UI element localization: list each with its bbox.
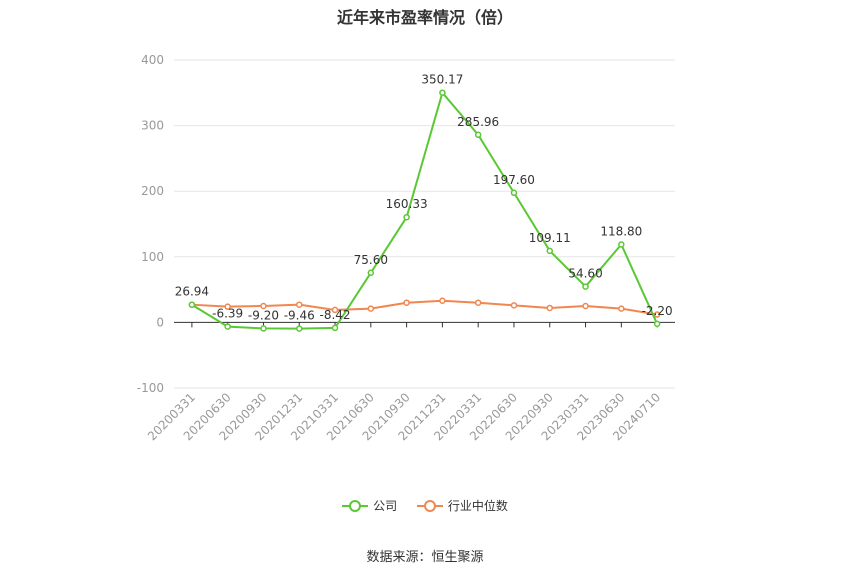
legend-label-industry: 行业中位数 (447, 499, 508, 513)
y-tick-label: -100 (137, 381, 164, 395)
y-tick-label: 200 (141, 184, 164, 198)
legend-item-industry-median[interactable]: 行业中位数 (416, 497, 508, 514)
data-label: 285.96 (457, 115, 499, 129)
line-chart: 4003002001000-10020200331202006302020093… (137, 53, 675, 443)
source-note: 数据来源：恒生聚源 (366, 550, 484, 565)
y-tick-label: 0 (156, 315, 164, 329)
industry-data-point (331, 306, 339, 314)
legend-marker-industry (416, 499, 443, 512)
y-tick-label: 100 (141, 250, 164, 264)
industry-data-point (546, 304, 553, 312)
data-label: 75.60 (354, 253, 388, 267)
company-data-point (224, 323, 231, 330)
industry-series-line (191, 299, 658, 316)
data-label: 109.11 (529, 231, 571, 245)
y-tick-label: 300 (141, 119, 164, 133)
industry-data-point (403, 299, 410, 306)
data-label: -9.46 (284, 309, 315, 323)
company-data-point (618, 241, 625, 248)
company-data-point (260, 325, 267, 332)
legend-label-company: 公司 (373, 499, 398, 513)
data-label: 197.60 (493, 173, 535, 187)
chart-title: 近年来市盈率情况（倍） (336, 8, 513, 27)
data-label: 160.33 (386, 197, 428, 211)
data-label: -2.20 (642, 304, 673, 318)
legend: 公司 行业中位数 (0, 497, 850, 516)
company-data-point (331, 324, 339, 332)
company-data-point (296, 325, 303, 332)
data-label: 26.94 (175, 285, 209, 299)
company-data-point (403, 213, 410, 221)
company-data-point (582, 283, 589, 290)
data-label: 350.17 (421, 73, 463, 87)
data-label: 118.80 (600, 224, 642, 238)
industry-data-point (618, 305, 625, 312)
data-label: 54.60 (568, 267, 602, 281)
company-data-point (367, 269, 375, 277)
company-data-point (546, 247, 553, 255)
company-data-point (653, 320, 661, 328)
company-data-point (188, 301, 196, 308)
industry-data-point (367, 305, 375, 312)
legend-item-company[interactable]: 公司 (342, 497, 397, 514)
industry-data-point (439, 297, 446, 305)
industry-data-point (653, 311, 661, 318)
industry-data-point (224, 303, 231, 310)
company-series-line (191, 90, 659, 330)
company-data-point (474, 131, 482, 139)
data-label: -9.20 (248, 308, 279, 322)
industry-data-point (474, 299, 482, 306)
industry-data-point (296, 301, 303, 308)
data-label: -6.39 (212, 307, 243, 321)
industry-data-point (582, 302, 589, 310)
data-label: -8.42 (320, 308, 351, 322)
industry-data-point (510, 302, 518, 309)
company-data-point (510, 189, 518, 197)
industry-data-point (260, 302, 267, 310)
legend-marker-company (342, 499, 369, 512)
company-data-point (439, 89, 446, 96)
y-tick-label: 400 (141, 53, 164, 67)
